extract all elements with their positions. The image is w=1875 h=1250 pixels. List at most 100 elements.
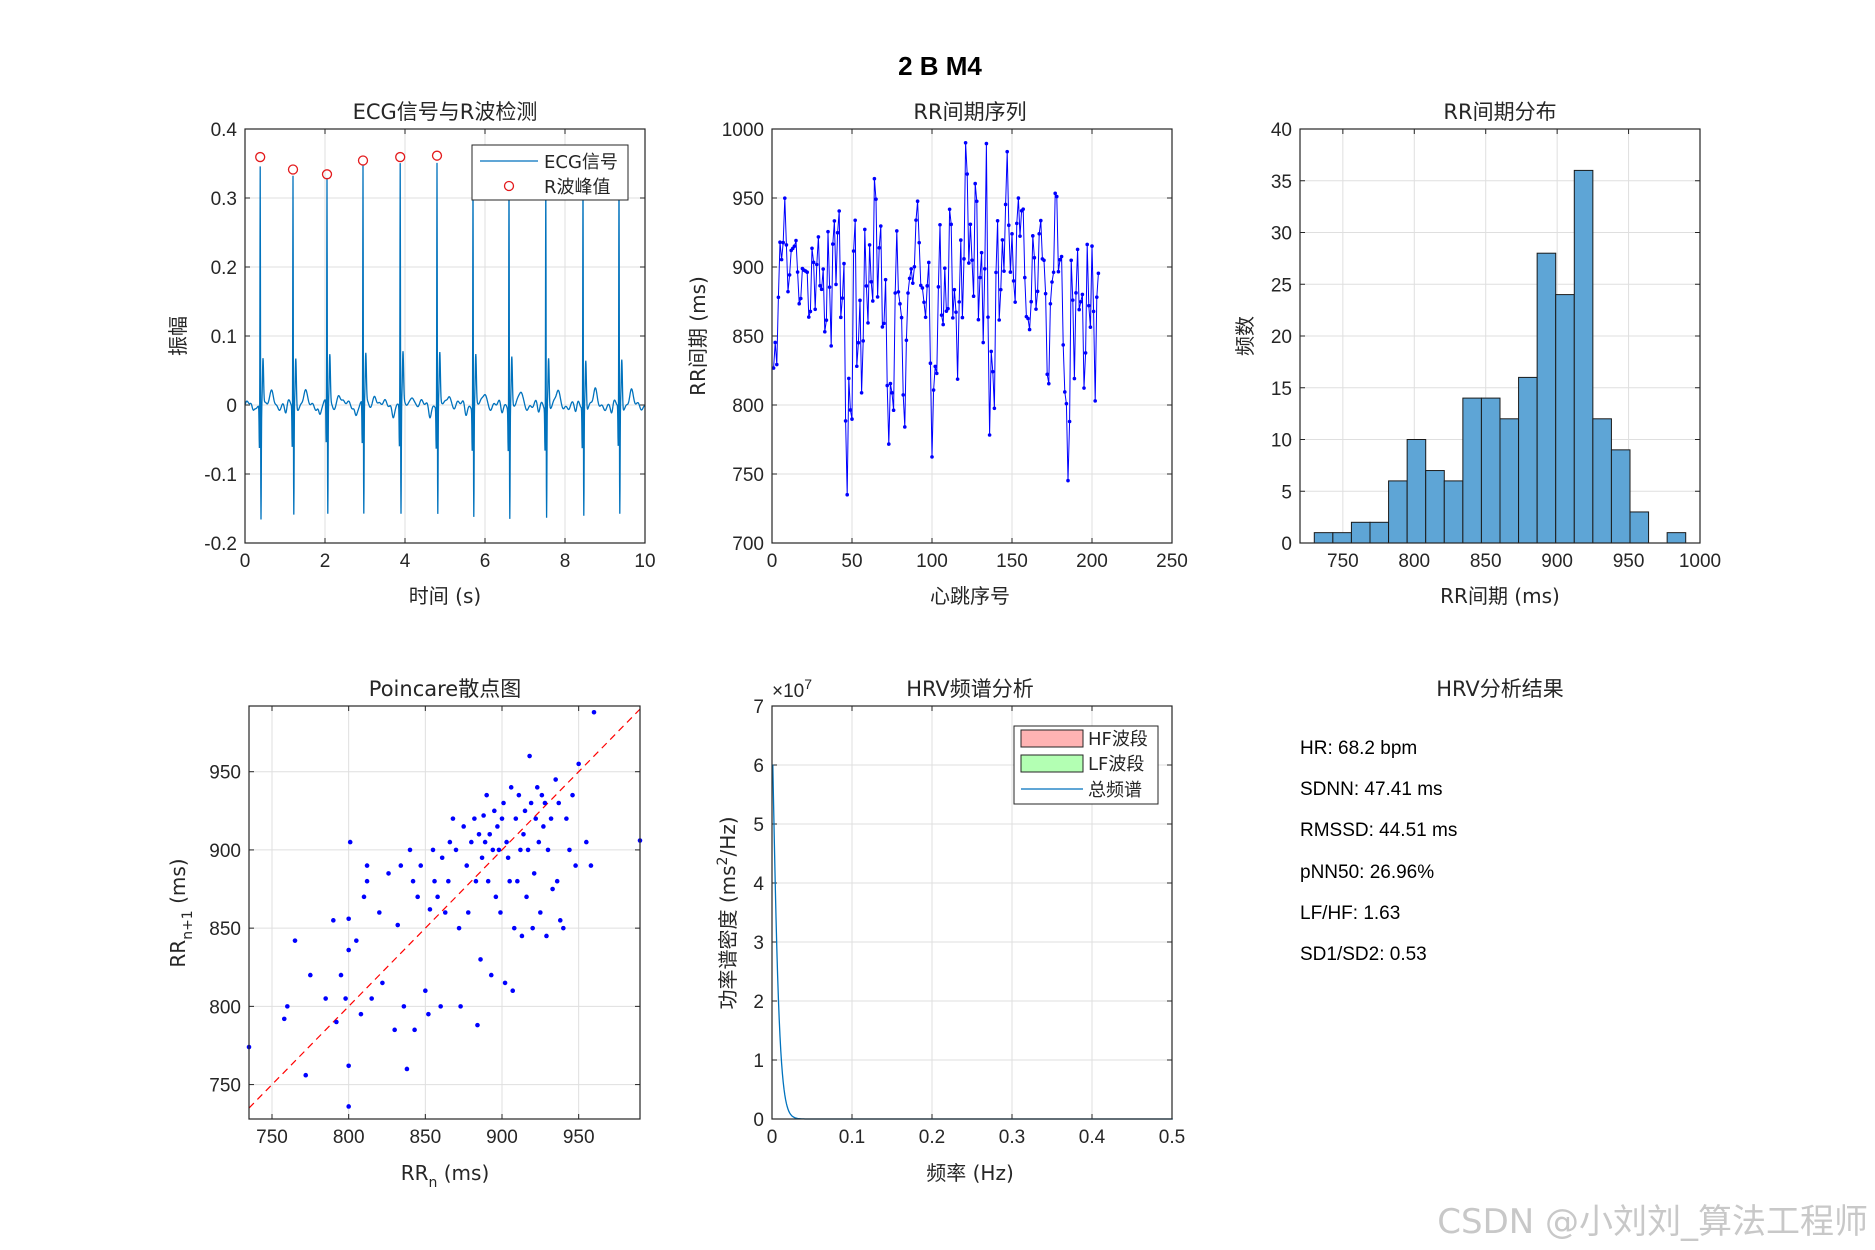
rr-series-point xyxy=(839,315,843,320)
rr-series-point xyxy=(864,284,869,288)
rr-series-point xyxy=(935,371,939,376)
ecg-legend: ECG信号 R波峰值 xyxy=(471,144,629,201)
rr-series-point xyxy=(965,172,969,176)
poincare-point xyxy=(553,777,558,782)
rr-series-point xyxy=(955,377,960,381)
histogram-bar xyxy=(1425,470,1445,544)
psd-title: HRV频谱分析 xyxy=(906,677,1034,701)
poincare-point xyxy=(323,996,328,1001)
poincare-point xyxy=(525,847,531,853)
psd-frame xyxy=(771,705,1173,1120)
rr-series-point xyxy=(952,287,957,292)
rr-series-point xyxy=(922,300,926,305)
psd-xtick-label: 0.4 xyxy=(1079,1127,1106,1148)
rr-series-point xyxy=(949,222,953,227)
rr-series-point xyxy=(850,417,854,421)
rr-series-point xyxy=(1051,270,1056,275)
poincare-point xyxy=(446,878,451,884)
histogram-bar xyxy=(1629,511,1650,544)
rr-series-point xyxy=(818,283,822,288)
r-peak-marker xyxy=(395,151,406,163)
poincare-point xyxy=(591,709,597,715)
poincare-point xyxy=(542,800,548,806)
poincare-point xyxy=(505,855,511,861)
rr-series-point xyxy=(1029,299,1033,304)
rr-series-point xyxy=(1034,307,1038,311)
rr-series-point xyxy=(903,425,907,429)
psd-legend-label: HF波段 xyxy=(1088,729,1148,750)
rr-series-point xyxy=(954,310,958,314)
rr-series-point xyxy=(959,238,963,242)
poincare-point xyxy=(522,808,528,814)
rr-series-point xyxy=(871,299,875,303)
hist-xtick-label: 850 xyxy=(1470,551,1502,572)
rr-series-point xyxy=(912,264,917,269)
rr-series-point xyxy=(943,266,947,271)
rr-series-point xyxy=(994,270,998,275)
poin-xtick-label: 950 xyxy=(563,1127,595,1148)
rr-ytick-label: 700 xyxy=(732,534,764,555)
poincare-point xyxy=(438,1004,443,1009)
rr-series-point xyxy=(979,250,984,255)
rr-series-point xyxy=(1023,275,1027,280)
rr-series-point xyxy=(775,362,779,367)
rr-series-point xyxy=(931,388,936,392)
ecg-signal-line xyxy=(244,162,646,520)
poincare-point xyxy=(570,792,575,798)
ecg-xtick-label: 8 xyxy=(560,551,571,572)
ecg-axes: ECG信号与R波检测 时间 (s) 振幅 0 2 4 6 8 10 -0.2 -0.1 0 0.1… xyxy=(166,100,656,608)
rr-xtick-label: 150 xyxy=(996,551,1028,572)
rr-series-point xyxy=(1043,291,1048,296)
r-peak-marker xyxy=(431,150,443,161)
rr-series-point xyxy=(895,229,899,233)
rr-series-point xyxy=(1047,381,1051,386)
poincare-point xyxy=(561,925,566,931)
poincare-point xyxy=(364,878,370,884)
rr-series-point xyxy=(1083,351,1088,355)
rr-series-point xyxy=(920,286,925,290)
poin-ytick-label: 750 xyxy=(209,1076,241,1097)
poincare-point xyxy=(331,918,336,923)
rr-series-point xyxy=(973,181,977,186)
poincare-point xyxy=(548,816,554,821)
result-hr: HR: 68.2 bpm xyxy=(1300,738,1417,759)
histogram-bar xyxy=(1666,532,1687,544)
psd-legend-lf-swatch xyxy=(1020,754,1084,773)
psd-xtick-label: 0.1 xyxy=(839,1127,865,1148)
poincare-point xyxy=(488,972,494,978)
histogram-bar xyxy=(1406,439,1427,544)
rr-series-xlabel: 心跳序号 xyxy=(930,584,1010,608)
rr-series-point xyxy=(826,229,830,234)
result-lfhf: LF/HF: 1.63 xyxy=(1300,903,1400,924)
psd-ytick-label: 5 xyxy=(753,815,764,836)
rr-series-point xyxy=(831,242,835,246)
ecg-ytick-label: 0.3 xyxy=(211,189,237,210)
rr-series-point xyxy=(882,321,886,326)
poincare-point xyxy=(495,824,500,829)
poincare-point xyxy=(423,988,428,994)
rr-series-point xyxy=(787,273,792,277)
psd-axes: HRV频谱分析 频率 (Hz) 功率谱密度 (ms2/Hz) ×107 0 0.1… xyxy=(715,676,1185,1185)
rr-series-point xyxy=(875,295,880,299)
rr-series-point xyxy=(1050,280,1054,284)
poincare-axes: Poincare散点图 RRn (ms) RRn+1 (ms) 750 800 85… xyxy=(166,677,643,1191)
rr-series-point xyxy=(1091,309,1096,314)
poincare-point xyxy=(412,1027,417,1033)
poincare-point xyxy=(465,910,471,915)
rr-series-point xyxy=(840,296,845,300)
rr-series-point xyxy=(842,261,846,266)
psd-ytick-label: 6 xyxy=(753,756,764,777)
poincare-point xyxy=(346,947,351,953)
rr-series-point xyxy=(799,296,803,301)
ecg-ytick-label: 0.4 xyxy=(211,120,238,141)
rr-series-point xyxy=(821,267,825,271)
poincare-point xyxy=(442,910,448,915)
rr-series-point xyxy=(923,315,928,320)
r-peak-marker xyxy=(357,155,369,166)
rr-series-point xyxy=(1015,221,1019,226)
poincare-point xyxy=(458,1004,463,1009)
histogram-bar xyxy=(1499,418,1520,544)
poincare-point xyxy=(347,839,353,845)
rr-series-point xyxy=(1093,399,1097,403)
histogram-bar xyxy=(1573,169,1594,544)
